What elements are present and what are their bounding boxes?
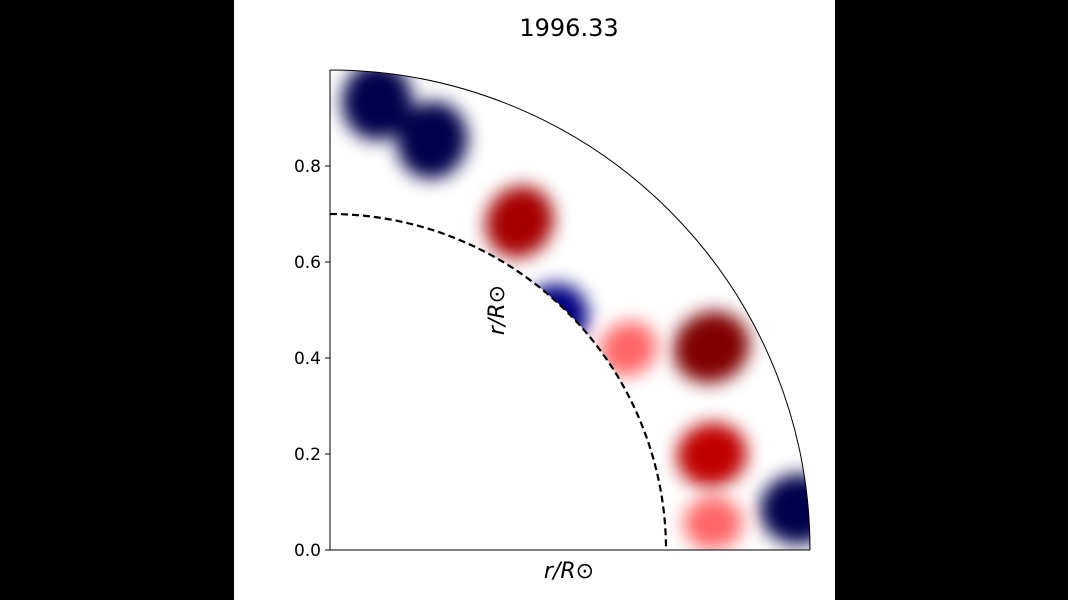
heatmap-blob-4: [518, 283, 589, 354]
y-tick-label-2: 0.4: [294, 349, 321, 369]
y-tick-label-1: 0.2: [294, 445, 321, 465]
heatmap-blob-6: [676, 422, 748, 487]
x-axis-label: r/R⊙: [544, 559, 594, 584]
chart-title: 1996.33: [519, 14, 618, 42]
heatmap-blob-7: [759, 473, 810, 545]
heatmap-blob-5: [673, 311, 750, 384]
heatmap-blobs: [342, 70, 810, 550]
heatmap-blob-3: [485, 185, 554, 258]
figure-canvas: 1996.33 0.0 0.2 0.4 0.6 0.8 r/R⊙ r/R⊙: [234, 0, 835, 600]
heatmap-blob-1: [396, 101, 468, 179]
y-tick-label-4: 0.8: [294, 157, 321, 177]
y-tick-label-0: 0.0: [294, 541, 321, 561]
y-axis-label: r/R⊙: [485, 285, 510, 335]
outer-boundary-arc: [329, 69, 811, 551]
heatmap-field: [342, 70, 810, 550]
y-axis-ticks: 0.0 0.2 0.4 0.6 0.8: [294, 157, 330, 561]
inner-boundary-dashed-arc: [329, 212, 668, 551]
chart: 1996.33 0.0 0.2 0.4 0.6 0.8 r/R⊙ r/R⊙: [294, 14, 811, 584]
heatmap-blob-2: [342, 70, 413, 141]
heatmap-blob-8: [683, 496, 743, 550]
y-tick-label-3: 0.6: [294, 253, 321, 273]
heatmap-blob-9: [600, 321, 657, 376]
